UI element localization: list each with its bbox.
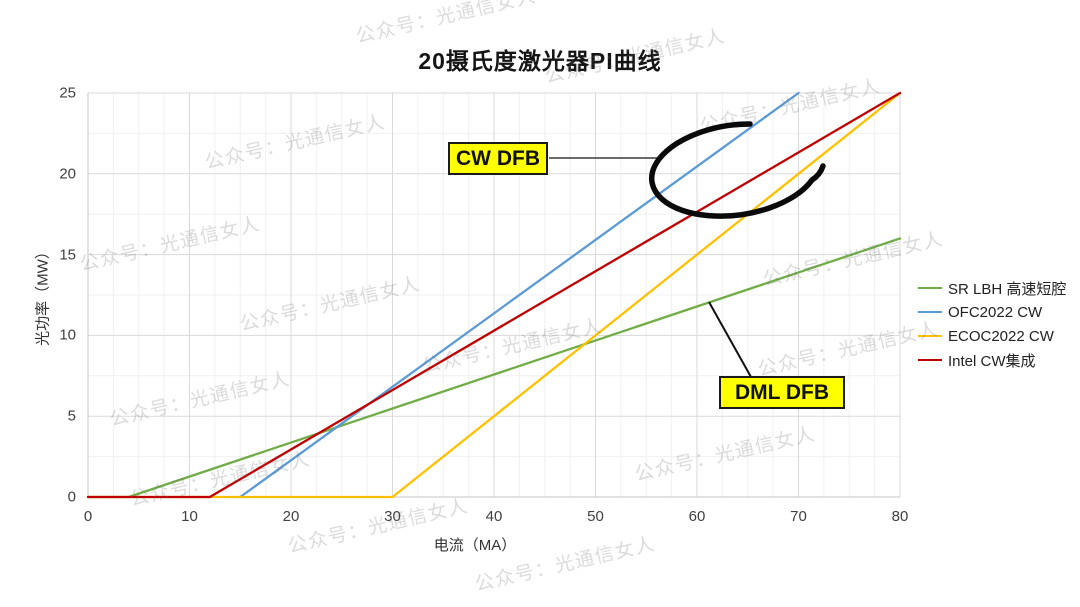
legend-line-sample [918,334,942,338]
y-tick-label: 20 [59,165,76,183]
legend-item: OFC2022 CW [918,300,1066,324]
cw-dfb-annotation-box: CW DFB [448,142,548,175]
legend-label: Intel CW集成 [948,352,1036,370]
legend-label: SR LBH 高速短腔 [948,280,1067,298]
y-tick-label: 10 [59,326,76,344]
legend-item: ECOC2022 CW [918,324,1066,348]
y-tick-label: 25 [59,84,76,102]
y-axis-title: 光功率（MW） [34,244,52,346]
x-axis-title: 电流（MA） [433,537,517,554]
x-tick-label: 10 [181,508,198,525]
x-tick-label: 30 [384,508,401,525]
x-tick-label: 0 [83,508,93,525]
legend-label: OFC2022 CW [948,303,1043,321]
legend-line-sample [918,286,942,290]
y-tick-label: 5 [67,407,76,425]
legend: SR LBH 高速短腔 OFC2022 CW ECOC2022 CW Intel CW… [918,276,1066,372]
x-tick-label: 60 [688,508,706,525]
legend-item: Intel CW集成 [918,348,1066,372]
x-tick-label: 70 [790,508,807,525]
x-tick-label: 40 [485,508,503,525]
dml-dfb-annotation-box: DML DFB [719,376,845,409]
x-tick-label: 50 [587,508,604,525]
x-tick-label: 20 [282,508,300,525]
y-tick-label: 15 [59,246,76,264]
legend-line-sample [918,358,942,362]
legend-item: SR LBH 高速短腔 [918,276,1066,300]
legend-label: ECOC2022 CW [948,327,1054,345]
y-tick-label: 0 [67,488,76,506]
legend-line-sample [918,310,942,314]
x-tick-label: 80 [891,508,909,525]
chart-title: 20摄氏度激光器PI曲线 [418,48,662,74]
